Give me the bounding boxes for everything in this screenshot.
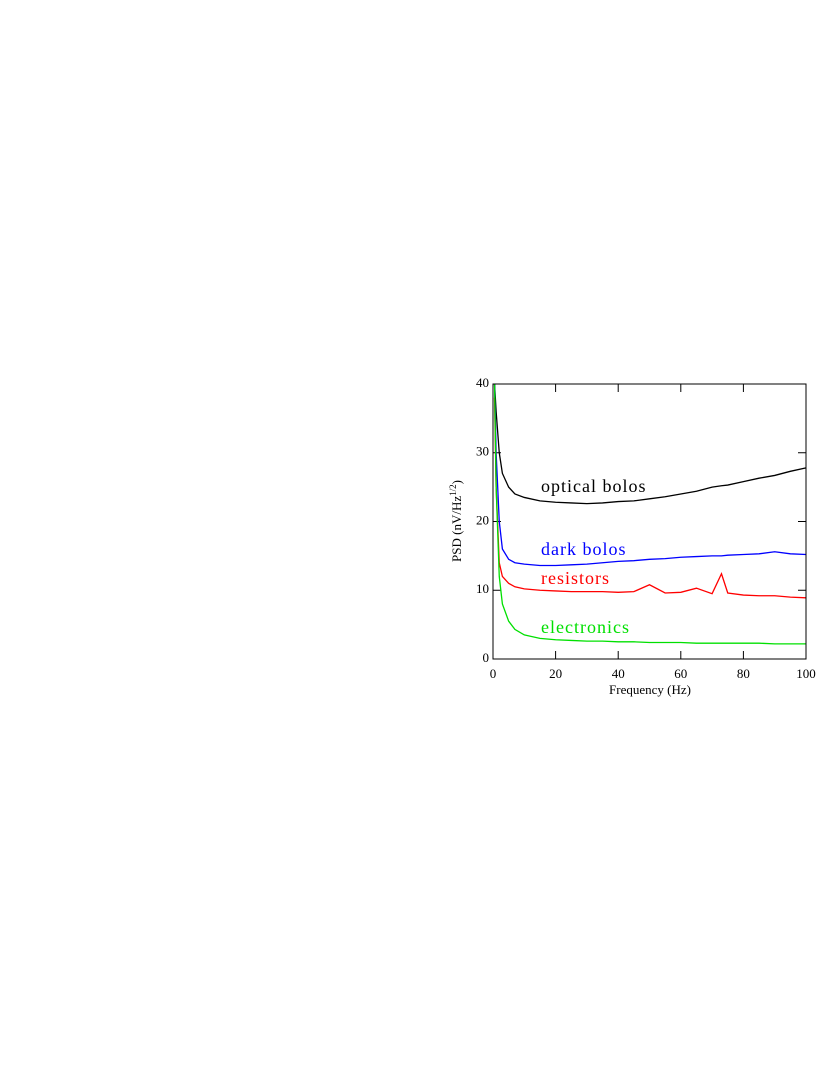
- y-label-sup: 1/2: [448, 484, 458, 496]
- y-tick-label: 20: [476, 512, 489, 527]
- series-label: electronics: [541, 617, 630, 637]
- x-tick-label: 40: [612, 666, 625, 681]
- series-label: resistors: [541, 568, 610, 588]
- series-line: [493, 397, 807, 599]
- y-tick-label: 10: [476, 581, 489, 596]
- series-label: optical bolos: [541, 476, 647, 496]
- x-tick-label: 60: [674, 666, 687, 681]
- y-tick-label: 0: [483, 650, 490, 665]
- series-line: [493, 383, 807, 567]
- y-tick-label: 40: [476, 375, 489, 390]
- x-tick-label: 20: [549, 666, 562, 681]
- series-line: [493, 383, 806, 645]
- y-tick-label: 30: [476, 444, 489, 459]
- plot-frame: [492, 383, 807, 660]
- x-axis-label: Frequency (Hz): [609, 682, 691, 697]
- y-label-main: PSD (nV/Hz: [449, 496, 464, 562]
- y-label-end: ): [449, 480, 464, 484]
- series-label: dark bolos: [541, 539, 627, 559]
- x-tick-label: 100: [796, 666, 816, 681]
- x-tick-label: 80: [737, 666, 750, 681]
- y-axis-label: PSD (nV/Hz1/2): [448, 480, 464, 562]
- x-tick-label: 0: [490, 666, 497, 681]
- series-line: [493, 383, 807, 505]
